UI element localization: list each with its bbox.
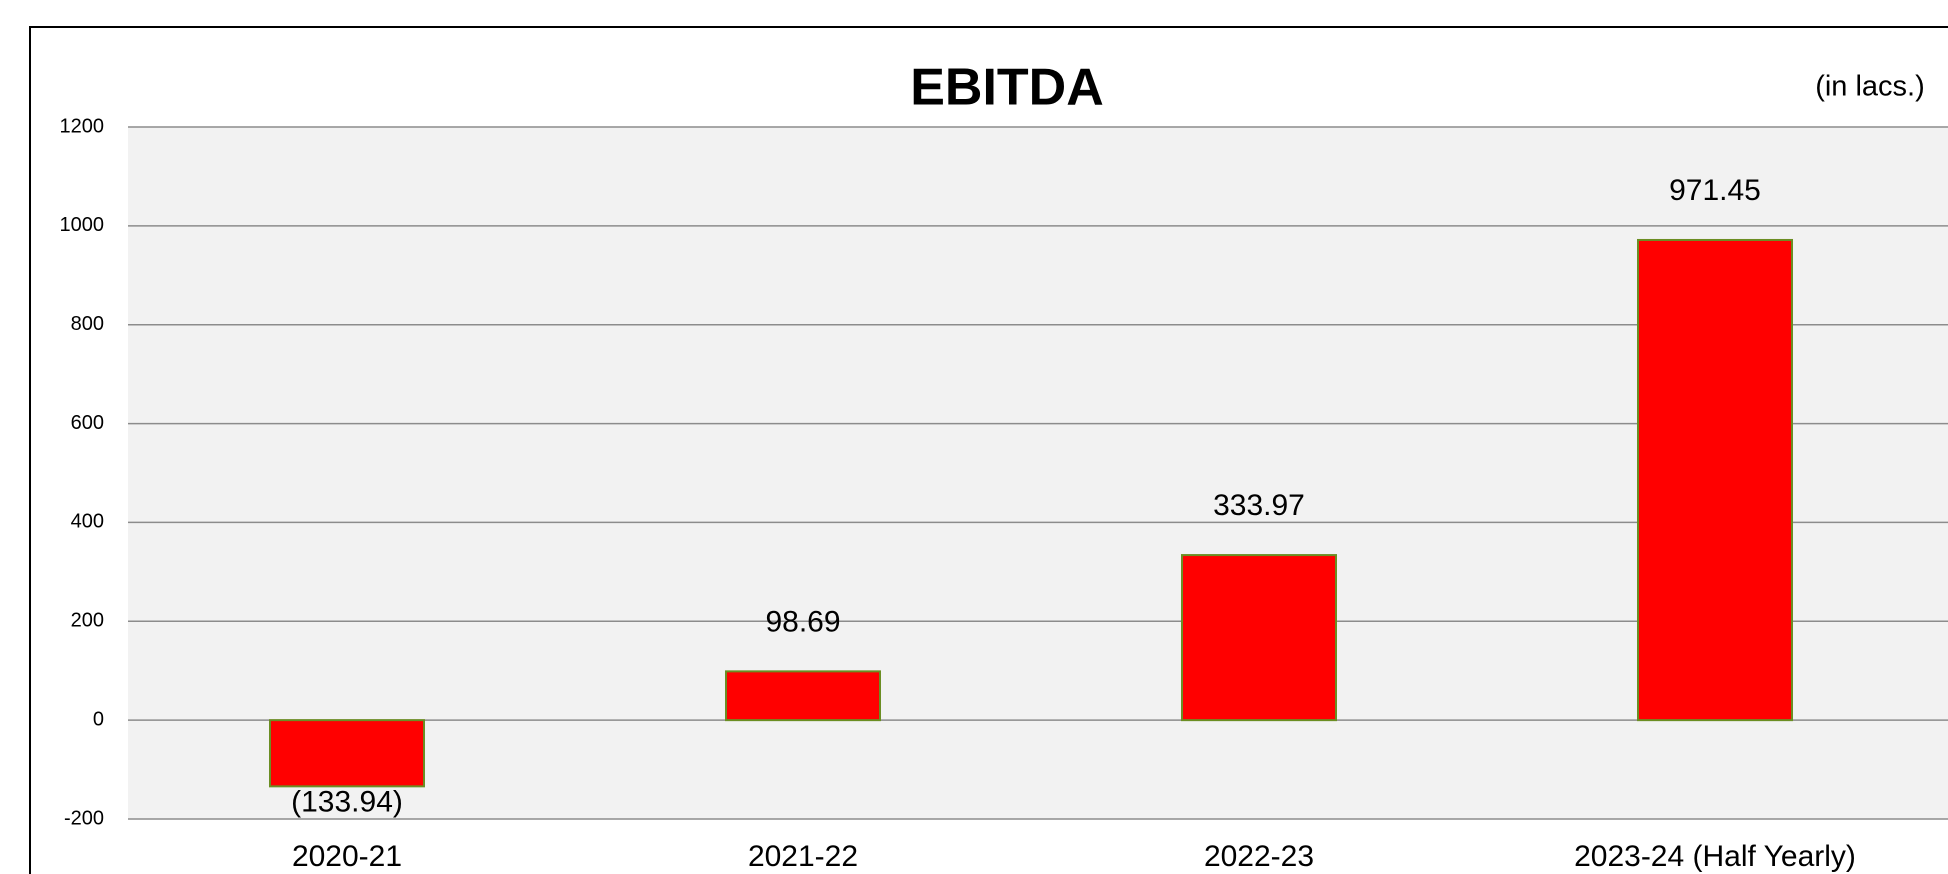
y-tick-label: 0: [93, 708, 104, 730]
y-tick-label: 800: [71, 313, 104, 335]
data-label: 333.97: [1213, 489, 1305, 522]
chart-subtitle: (in lacs.): [1815, 71, 1925, 103]
y-tick-label: -200: [64, 807, 104, 829]
x-tick-label: 2022-23: [1204, 840, 1314, 873]
data-label: 971.45: [1669, 174, 1761, 207]
y-tick-label: 200: [71, 610, 104, 632]
chart-title: EBITDA: [910, 59, 1104, 117]
x-tick-label: 2023-24 (Half Yearly): [1574, 840, 1856, 873]
bar: [269, 719, 425, 788]
x-tick-label: 2021-22: [748, 840, 858, 873]
bar: [1637, 238, 1793, 722]
y-tick-label: 400: [71, 511, 104, 533]
y-tick-label: 1000: [60, 214, 105, 236]
y-tick-label: 1200: [60, 115, 105, 137]
bar: [725, 670, 881, 722]
y-tick-label: 600: [71, 412, 104, 434]
bar: [1181, 554, 1337, 722]
data-label: (133.94): [291, 785, 403, 818]
data-label: 98.69: [765, 605, 840, 638]
x-tick-label: 2020-21: [292, 840, 402, 873]
